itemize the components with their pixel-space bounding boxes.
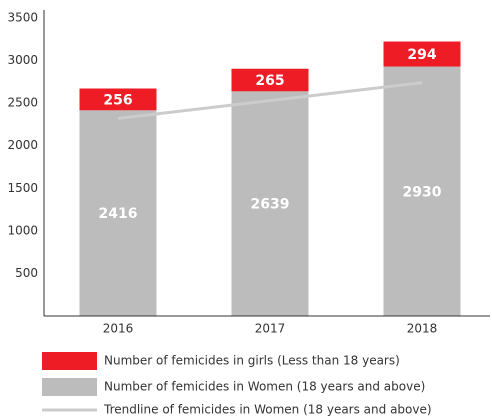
y-tick-label: 3000 <box>7 53 38 67</box>
legend-label: Trendline of femicides in Women (18 year… <box>103 403 432 417</box>
x-tick-label: 2018 <box>407 322 438 336</box>
legend-swatch <box>42 352 97 370</box>
value-label: 2416 <box>99 206 138 222</box>
bar-segment <box>231 91 309 316</box>
trendline <box>117 81 423 120</box>
x-tick-label: 2016 <box>103 322 134 336</box>
y-tick-label: 2000 <box>7 138 38 152</box>
value-label: 294 <box>407 47 436 63</box>
x-tick-label: 2017 <box>255 322 286 336</box>
bar-segment <box>79 110 157 316</box>
bar-segment <box>79 88 157 111</box>
bar-segment <box>383 66 461 316</box>
value-label: 265 <box>255 73 284 89</box>
value-label: 2639 <box>251 197 290 213</box>
legend-label: Number of femicides in Women (18 years a… <box>104 380 425 394</box>
bar-segment <box>383 41 461 67</box>
value-label: 256 <box>103 92 132 108</box>
y-tick-label: 500 <box>15 266 38 280</box>
legend-swatch <box>42 378 97 396</box>
y-tick-label: 2500 <box>7 96 38 110</box>
value-label: 2930 <box>403 184 442 200</box>
bar-segment <box>231 68 309 92</box>
legend-label: Number of femicides in girls (Less than … <box>104 354 400 368</box>
y-tick-label: 3500 <box>7 11 38 25</box>
y-tick-label: 1000 <box>7 223 38 237</box>
y-tick-label: 1500 <box>7 181 38 195</box>
